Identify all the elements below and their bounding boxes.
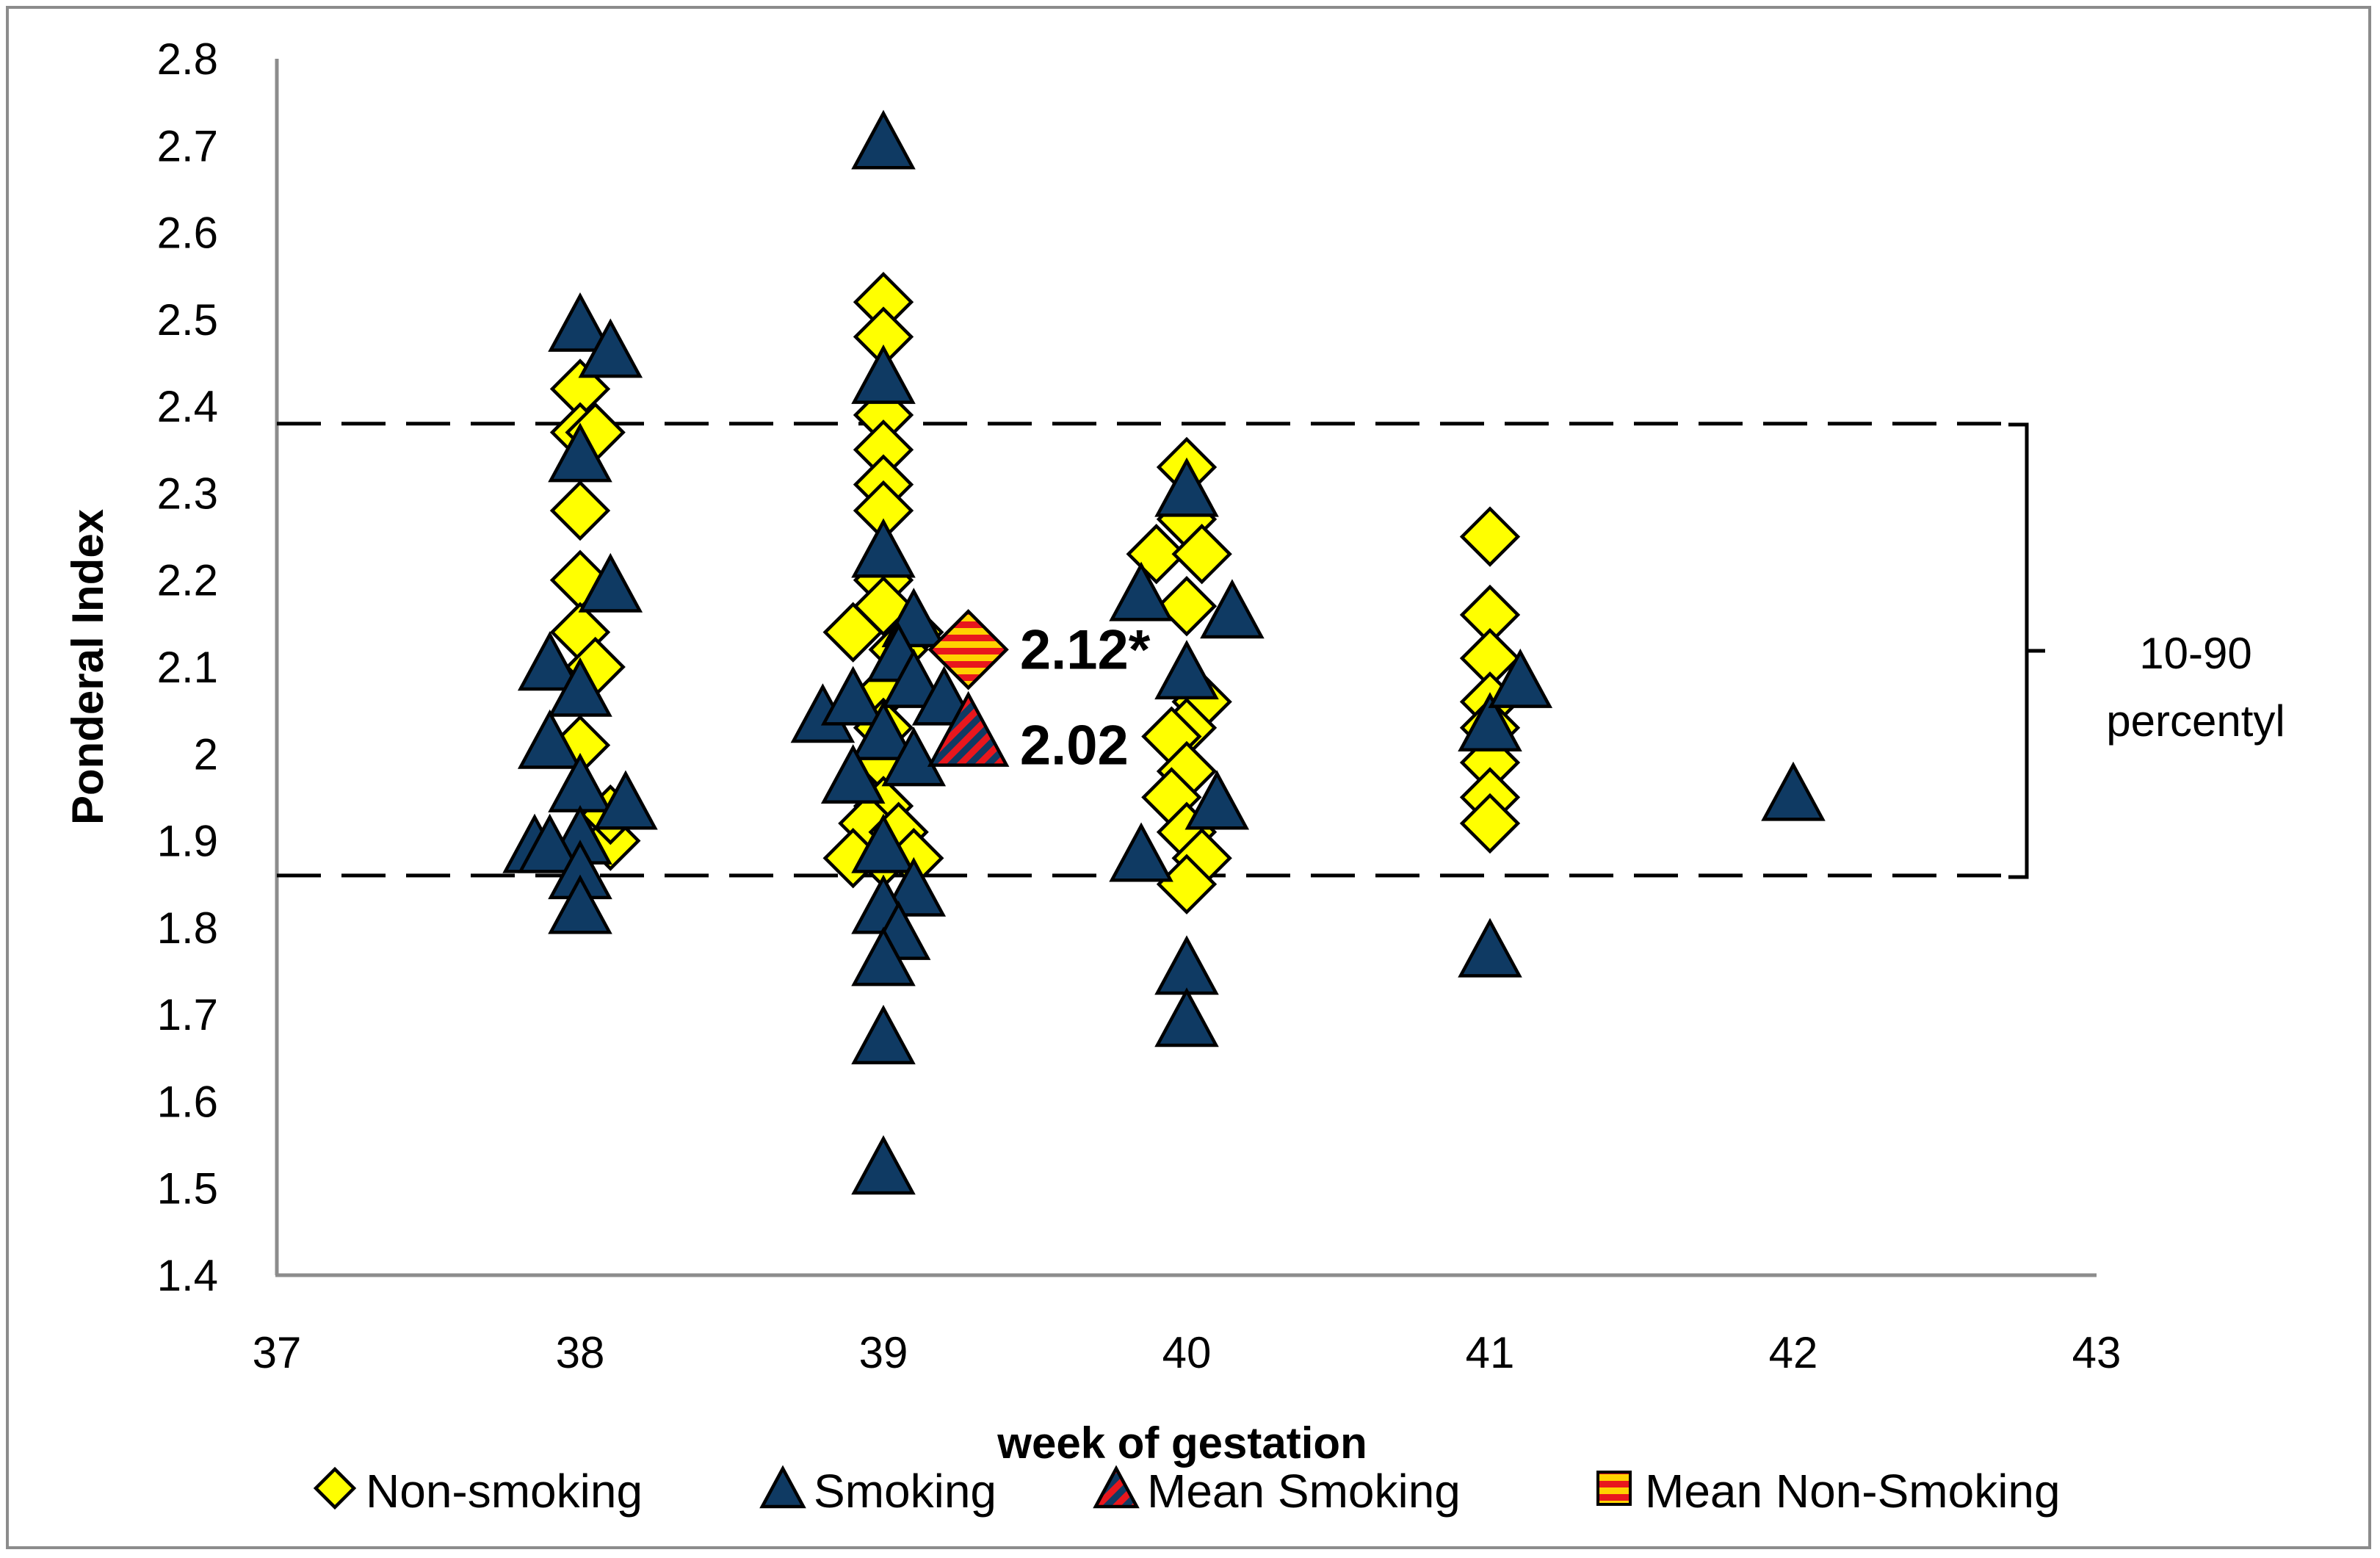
non-smoking-point [1459, 793, 1521, 854]
y-tick-label: 1.5 [157, 1164, 218, 1213]
smoking-point [881, 726, 947, 787]
smoking-point [851, 700, 916, 760]
smoking-point [851, 813, 916, 873]
legend-label: Mean Smoking [1147, 1465, 1461, 1518]
legend-label: Smoking [814, 1465, 997, 1518]
smoking-point [1154, 935, 1219, 995]
x-axis-title: week of gestation [997, 1418, 1367, 1468]
smoking-point [851, 109, 916, 170]
legend-marker-mean-smoking [1093, 1465, 1140, 1509]
smoking-point [881, 856, 947, 917]
y-tick-label: 1.9 [157, 817, 218, 866]
non-smoking-point [1459, 506, 1521, 567]
x-tick-label: 43 [2072, 1328, 2122, 1377]
smoking-point [1200, 579, 1265, 639]
y-tick-label: 2.5 [157, 295, 218, 345]
smoking-point [1761, 761, 1826, 821]
percentile-bracket [2008, 422, 2045, 879]
y-tick-label: 2.6 [157, 209, 218, 258]
smoking-point [1109, 822, 1173, 882]
annotations: 2.12* 2.02 [1020, 618, 1151, 776]
x-tick-labels: 37 38 39 40 41 42 43 [253, 1328, 2122, 1377]
y-tick-label: 2.1 [157, 643, 218, 692]
x-tick-label: 41 [1466, 1328, 1515, 1377]
y-tick-label: 1.8 [157, 904, 218, 953]
y-axis-title: Ponderal Index [63, 509, 112, 825]
smoking-point [517, 709, 582, 769]
non-smoking-point [1171, 524, 1232, 585]
y-tick-label: 2.2 [157, 556, 218, 605]
legend-label: Non-smoking [366, 1465, 643, 1518]
non-smoking-point [549, 480, 611, 541]
legend-marker-smoking [759, 1465, 806, 1509]
smoking-point [1458, 917, 1522, 978]
y-tick-label: 1.6 [157, 1077, 218, 1126]
smoking-point [548, 657, 612, 717]
legend-marker-mean-non-smoking [1596, 1471, 1632, 1506]
smoking-point [1154, 457, 1219, 517]
axes [275, 59, 2097, 1277]
smoking-point [1458, 692, 1522, 752]
y-tick-label: 2.8 [157, 35, 218, 84]
y-tick-label: 2.3 [157, 469, 218, 518]
smoking-point [820, 666, 886, 726]
y-tick-label: 1.4 [157, 1251, 218, 1300]
y-tick-labels: 1.4 1.5 1.6 1.7 1.8 1.9 2 2.1 2.2 2.3 2.4 2.5 2.6 2.7… [157, 35, 218, 1300]
y-tick-label: 2.7 [157, 121, 218, 170]
smoking-point [1184, 770, 1250, 830]
mean-non-smoking-point [927, 609, 1009, 690]
y-tick-label: 1.7 [157, 990, 218, 1039]
non-smoking-point [1156, 576, 1218, 637]
smoking-point [578, 552, 643, 613]
legend-label: Mean Non-Smoking [1645, 1465, 2061, 1518]
mean-smoking-point [927, 690, 1010, 767]
smoking-point [517, 631, 582, 691]
x-tick-label: 37 [253, 1328, 302, 1377]
smoking-point [1488, 648, 1553, 708]
smoking-point [1109, 561, 1173, 621]
data-points [502, 109, 1826, 1195]
smoking-point [548, 292, 612, 352]
smoking-point [881, 648, 947, 708]
smoking-point [851, 1135, 916, 1195]
smoking-point [851, 518, 916, 578]
legend: Non-smoking Smoking Mean Smoking Mean Non-S… [313, 1465, 2061, 1518]
x-tick-label: 42 [1769, 1328, 1818, 1377]
mean-annotation: 2.12* [1020, 618, 1151, 681]
mean-annotation: 2.02 [1020, 714, 1129, 776]
smoking-point [548, 874, 612, 934]
x-tick-label: 40 [1162, 1328, 1212, 1377]
x-tick-label: 38 [556, 1328, 605, 1377]
x-tick-label: 39 [859, 1328, 908, 1377]
smoking-point [851, 1004, 916, 1064]
band-label-line1: 10-90 [2139, 629, 2251, 678]
band-label-line2: percentyl [2106, 696, 2285, 746]
smoking-point [578, 318, 643, 378]
smoking-point [593, 770, 658, 830]
smoking-point [851, 926, 916, 987]
smoking-point [851, 344, 916, 404]
y-tick-label: 2.4 [157, 382, 218, 431]
smoking-point [517, 813, 582, 873]
smoking-point [1154, 987, 1219, 1047]
non-smoking-point [822, 602, 883, 663]
smoking-point [548, 422, 612, 483]
y-tick-label: 2 [194, 729, 218, 779]
legend-marker-non-smoking [313, 1466, 357, 1510]
smoking-point [820, 744, 886, 804]
smoking-point [1154, 640, 1219, 700]
